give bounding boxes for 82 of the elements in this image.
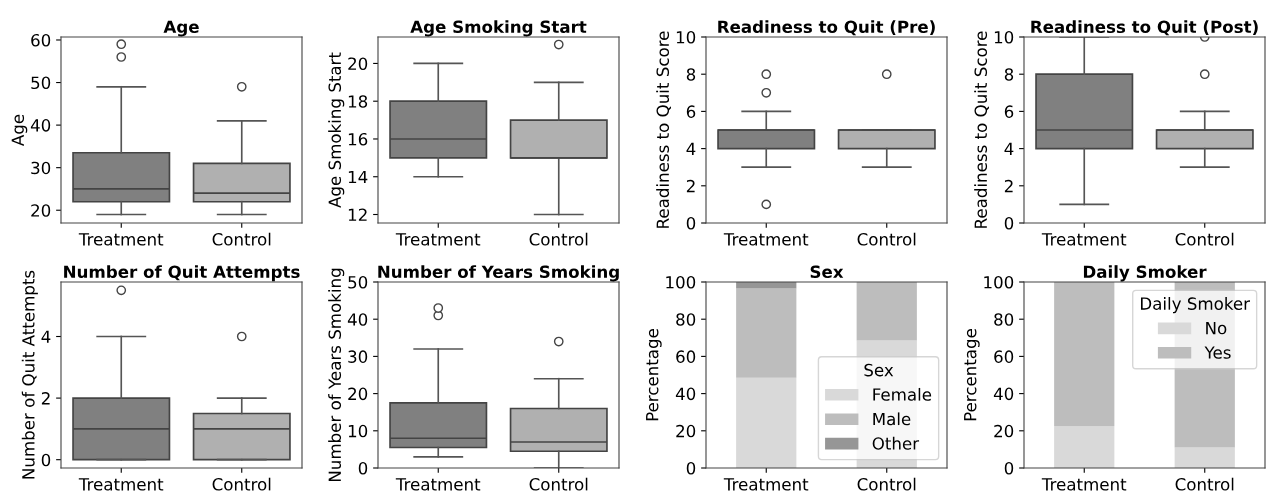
y-tick-label: 12	[348, 208, 367, 221]
y-tick-label: 50	[348, 275, 368, 289]
y-axis-title: Percentage	[646, 329, 662, 421]
y-tick-label: 8	[686, 68, 696, 81]
y-tick-label: 40	[993, 387, 1014, 401]
legend-label: Male	[873, 412, 911, 426]
y-tick-label: 0	[1004, 461, 1014, 475]
y-tick-label: 30	[348, 350, 368, 363]
chart-title: Sex	[810, 265, 844, 279]
y-tick-label: 80	[994, 313, 1014, 326]
legend-title: Daily Smoker	[1141, 297, 1250, 314]
y-tick-label: 14	[348, 170, 368, 184]
y-tick-label: 10	[676, 30, 696, 44]
chart-title: Daily Smoker	[1083, 265, 1207, 282]
y-tick-label: 100	[666, 275, 696, 289]
y-tick-label: 20	[994, 424, 1014, 438]
chart-title: Number of Quit Attempts	[64, 265, 300, 282]
legend-title: Sex	[864, 363, 894, 377]
x-tick-label: Treatment	[78, 478, 164, 491]
y-axis-title: Percentage	[964, 329, 980, 421]
y-tick-label: 4	[686, 142, 696, 155]
y-tick-label: 6	[1004, 105, 1014, 118]
x-tick-label: Treatment	[78, 233, 164, 246]
x-tick-label: Control	[1175, 477, 1234, 491]
y-tick-label: 0	[358, 461, 368, 475]
x-tick-label: Control	[857, 477, 916, 491]
legend-label: Yes	[1204, 346, 1231, 359]
x-tick-label: Control	[212, 477, 271, 491]
legend-label: No	[1206, 321, 1227, 335]
y-axis-title: Number of Years Smoking	[328, 268, 345, 482]
y-tick-label: 2	[41, 392, 50, 405]
y-tick-label: 10	[994, 30, 1014, 44]
y-tick-label: 60	[31, 33, 51, 47]
y-tick-label: 40	[30, 119, 51, 132]
y-tick-label: 40	[675, 387, 696, 401]
y-tick-label: 30	[31, 161, 51, 175]
y-axis-title: Readiness to Quit Score	[656, 31, 671, 228]
y-tick-label: 20	[31, 204, 51, 217]
x-tick-label: Treatment	[1041, 478, 1127, 491]
y-tick-label: 50	[31, 76, 51, 90]
y-tick-label: 20	[676, 424, 696, 438]
y-tick-label: 18	[348, 95, 368, 108]
y-tick-label: 8	[1004, 68, 1014, 81]
y-tick-label: 4	[1004, 142, 1014, 155]
y-tick-label: 0	[1004, 216, 1014, 230]
x-tick-label: Control	[1175, 232, 1234, 246]
y-tick-label: 20	[348, 57, 368, 71]
x-tick-label: Treatment	[395, 478, 481, 491]
chart-title: Number of Years Smoking	[378, 265, 619, 282]
y-tick-label: 20	[348, 387, 368, 401]
y-tick-label: 6	[686, 105, 696, 118]
x-tick-label: Control	[857, 232, 916, 246]
x-tick-label: Treatment	[1041, 233, 1127, 246]
chart-title: Age Smoking Start	[410, 20, 587, 37]
y-tick-label: 0	[41, 453, 51, 467]
y-tick-label: 0	[686, 216, 696, 230]
y-tick-label: 100	[984, 275, 1014, 289]
y-axis-title: Number of Quit Attempts	[21, 270, 38, 479]
y-tick-label: 2	[686, 179, 695, 193]
y-tick-label: 60	[676, 350, 696, 363]
x-tick-label: Treatment	[723, 478, 809, 491]
y-axis-title: Readiness to Quit Score	[974, 31, 989, 228]
x-tick-label: Control	[529, 477, 588, 491]
y-tick-label: 10	[348, 424, 368, 438]
chart-title: Readiness to Quit (Pre)	[718, 20, 935, 36]
x-tick-label: Control	[529, 232, 588, 246]
y-axis-title: Age	[11, 114, 28, 146]
y-tick-label: 16	[348, 132, 368, 146]
y-tick-label: 2	[1004, 179, 1013, 193]
y-tick-label: 0	[686, 461, 696, 475]
y-tick-label: 4	[41, 330, 51, 343]
y-axis-title: Age Smoking Start	[328, 52, 345, 208]
y-tick-label: 60	[994, 350, 1014, 363]
x-tick-label: Treatment	[723, 233, 809, 246]
y-tick-label: 80	[676, 313, 696, 326]
legend-label: Other	[872, 436, 920, 450]
x-tick-label: Treatment	[395, 233, 481, 246]
legend-label: Female	[873, 387, 932, 401]
x-tick-label: Control	[212, 232, 271, 246]
y-tick-label: 40	[347, 313, 368, 326]
chart-title: Readiness to Quit (Post)	[1031, 20, 1258, 36]
chart-title: Age	[163, 20, 199, 37]
